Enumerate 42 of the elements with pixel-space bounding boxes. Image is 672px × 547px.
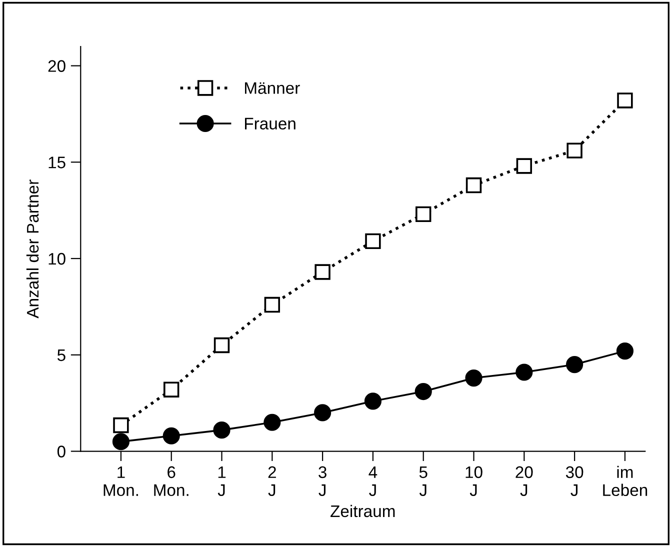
- x-tick-label: 20 J: [516, 466, 533, 496]
- point: [213, 422, 230, 439]
- point: [414, 382, 432, 400]
- x-tick-label: im Leben: [603, 466, 648, 496]
- x-tick-label: 30 J: [566, 466, 584, 496]
- x-tick-label: 6 Mon.: [154, 466, 188, 496]
- x-tick-label: 3 J: [318, 466, 326, 496]
- point: [113, 417, 129, 434]
- point: [214, 337, 230, 354]
- point: [112, 433, 130, 450]
- x-tick-label: 4 J: [368, 466, 378, 496]
- x-axis-title: Zeitraum: [330, 504, 395, 518]
- legend-label: Frauen: [245, 118, 296, 130]
- point: [617, 92, 633, 108]
- point: [164, 382, 180, 398]
- x-tick-label: 10 J: [466, 466, 482, 496]
- point: [616, 342, 634, 360]
- point: [264, 296, 280, 313]
- x-tick-label: 1 J: [218, 466, 226, 496]
- point: [314, 404, 332, 422]
- point: [465, 369, 482, 387]
- y-tick-label: 20: [48, 60, 66, 72]
- point: [314, 264, 330, 280]
- y-tick-label: 0: [57, 446, 66, 458]
- point: [264, 414, 281, 431]
- x-tick-label: 1 Mon.: [104, 466, 138, 496]
- x-tick-label: 2 J: [268, 466, 276, 496]
- legend-label: Männer: [245, 82, 300, 94]
- point: [365, 233, 381, 250]
- point: [162, 427, 180, 444]
- point: [516, 364, 533, 381]
- point: [566, 142, 582, 158]
- y-axis-title: Anzahl der Partner: [26, 180, 39, 318]
- y-tick-label: 5: [57, 349, 66, 362]
- y-tick-label: 10: [48, 252, 66, 265]
- point: [516, 158, 532, 174]
- point: [364, 392, 382, 410]
- point: [416, 206, 432, 222]
- point: [466, 177, 482, 194]
- x-tick-label: 5 J: [419, 466, 428, 496]
- point: [566, 356, 584, 374]
- y-tick-label: 15: [48, 156, 66, 168]
